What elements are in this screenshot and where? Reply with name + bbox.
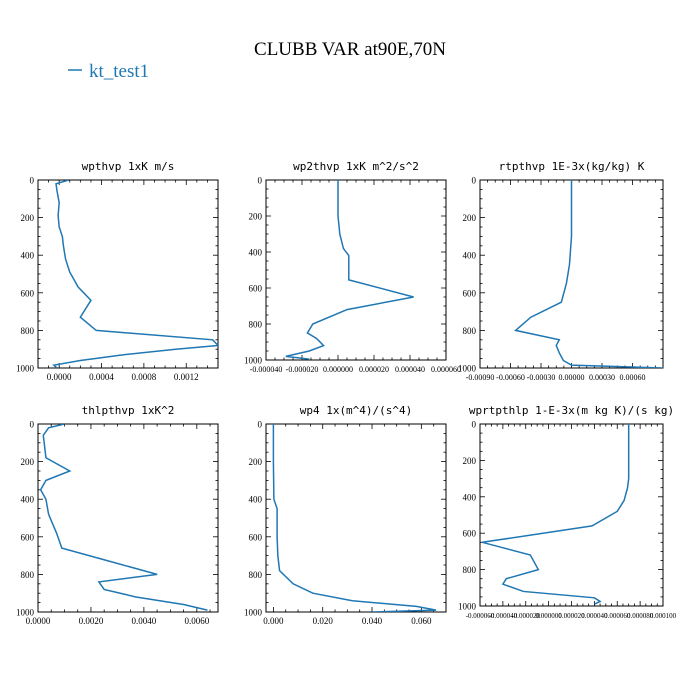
y-tick-label: 0 [30, 420, 35, 430]
x-tick-label: -0.00030 [527, 373, 556, 382]
y-tick-label: 0 [472, 420, 477, 430]
x-tick-label: -0.000020 [511, 612, 540, 620]
x-tick-label: 0.060 [411, 616, 432, 626]
y-tick-label: 800 [249, 320, 263, 330]
panel-title: wpthvp 1xK m/s [82, 160, 175, 173]
series-line-kt_test1 [52, 180, 218, 368]
y-tick-label: 400 [249, 248, 263, 258]
y-tick-label: 400 [21, 495, 35, 505]
y-tick-label: 1000 [458, 602, 477, 612]
panel-title: wprtpthlp 1-E-3x(m kg K)/(s kg) [469, 404, 674, 417]
x-tick-label: 0.0008 [132, 372, 157, 382]
plot-frame [37, 423, 219, 613]
x-tick-label: 0.040 [362, 616, 383, 626]
x-tick-label: 0.0000 [26, 616, 51, 626]
x-tick-label: 0.000000 [536, 612, 563, 620]
y-tick-label: 600 [249, 284, 263, 294]
y-tick-label: 800 [21, 570, 35, 580]
x-tick-label: 0.000060 [604, 612, 631, 620]
y-tick-label: 800 [463, 565, 477, 575]
x-tick-label: -0.000040 [250, 365, 283, 374]
y-tick-label: 600 [463, 288, 477, 298]
panel-title: wp4 1x(m^4)/(s^4) [300, 404, 413, 417]
panel-title: rtpthvp 1E-3x(kg/kg) K [499, 160, 645, 173]
y-tick-label: 200 [21, 213, 35, 223]
x-tick-label: 0.000040 [395, 365, 425, 374]
legend-label-kt_test1: kt_test1 [89, 61, 149, 82]
y-tick-label: 1000 [244, 608, 263, 618]
panel-3: rtpthvp 1E-3x(kg/kg) K02004006008001000-… [458, 160, 664, 382]
y-tick-label: 0 [258, 176, 263, 186]
x-tick-label: -0.000020 [286, 365, 319, 374]
series-line-kt_test1 [39, 424, 208, 611]
y-tick-label: 600 [21, 532, 35, 542]
series-line-kt_test1 [285, 180, 414, 360]
x-tick-label: -0.000060 [466, 612, 495, 620]
x-tick-label: 0.000020 [359, 365, 389, 374]
x-tick-label: 0.00060 [620, 373, 646, 382]
panel-2: wp2thvp 1xK m^2/s^202004006008001000-0.0… [244, 160, 461, 374]
y-tick-label: 800 [21, 326, 35, 336]
y-tick-label: 1000 [458, 364, 477, 374]
y-tick-label: 1000 [16, 364, 35, 374]
y-tick-label: 600 [463, 529, 477, 539]
y-tick-label: 400 [249, 495, 263, 505]
panel-1: wpthvp 1xK m/s 0 200 400 600 800 1000 0.0000 0.0… [16, 160, 219, 382]
x-tick-label: 0.0012 [174, 372, 199, 382]
y-tick-label: 400 [463, 251, 477, 261]
x-tick-label: 0.00030 [589, 373, 615, 382]
y-tick-label: 1000 [244, 356, 263, 366]
x-tick-label: 0.000100 [650, 612, 677, 620]
figure-title: CLUBB VAR at90E,70N [254, 39, 446, 60]
x-tick-label: 0.0020 [79, 616, 104, 626]
y-tick-label: 600 [249, 532, 263, 542]
x-tick-label: 0.020 [313, 616, 334, 626]
y-tick-label: 200 [21, 457, 35, 467]
x-tick-label: 0.0060 [184, 616, 209, 626]
figure-legend: kt_test1 [68, 61, 149, 82]
y-tick-label: 200 [463, 456, 477, 466]
x-tick-label: -0.000040 [489, 612, 518, 620]
series-line-kt_test1 [272, 424, 437, 612]
x-tick-label: 0.000020 [558, 612, 585, 620]
panel-title: thlpthvp 1xK^2 [82, 404, 175, 417]
y-tick-label: 200 [249, 212, 263, 222]
y-tick-label: 200 [463, 213, 477, 223]
y-tick-label: 0 [30, 176, 35, 186]
x-tick-label: 0.000 [263, 616, 284, 626]
y-tick-label: 800 [463, 326, 477, 336]
y-tick-label: 0 [472, 176, 477, 186]
plot-frame [265, 179, 447, 361]
y-tick-label: 400 [21, 251, 35, 261]
series-line-kt_test1 [482, 424, 630, 605]
x-tick-label: -0.00090 [466, 373, 495, 382]
x-tick-label: 0.00000 [559, 373, 585, 382]
x-tick-label: 0.000000 [323, 365, 353, 374]
x-tick-label: -0.00060 [496, 373, 525, 382]
x-tick-label: 0.000060 [431, 365, 461, 374]
x-tick-label: 0.0040 [132, 616, 157, 626]
series-line-kt_test1 [513, 180, 663, 368]
y-tick-label: 800 [249, 570, 263, 580]
panel-6: wprtpthlp 1-E-3x(m kg K)/(s kg) 0 200 400 60… [458, 404, 677, 620]
x-tick-label: 0.000040 [581, 612, 608, 620]
y-tick-label: 1000 [16, 608, 35, 618]
plot-frame [37, 179, 219, 369]
x-tick-label: 0.000080 [627, 612, 654, 620]
x-tick-label: 0.0000 [47, 372, 72, 382]
y-tick-label: 200 [249, 457, 263, 467]
y-tick-label: 400 [463, 492, 477, 502]
x-tick-label: 0.0004 [89, 372, 114, 382]
panel-title: wp2thvp 1xK m^2/s^2 [293, 160, 419, 173]
y-tick-label: 600 [21, 288, 35, 298]
y-tick-label: 0 [258, 420, 263, 430]
